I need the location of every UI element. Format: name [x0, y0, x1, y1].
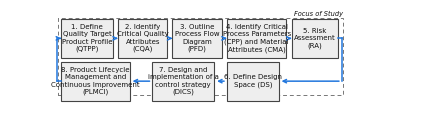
FancyBboxPatch shape	[226, 62, 278, 101]
Text: 2. Identify
Critical Quality
Attributes
(CQA): 2. Identify Critical Quality Attributes …	[117, 24, 168, 53]
Text: 4. Identify Critical
Process Parameters
(CPP) and Material
Attributes (CMA): 4. Identify Critical Process Parameters …	[222, 24, 290, 53]
Text: 8. Product Lifecycle
Management and
Continuous Improvement
(PLMCI): 8. Product Lifecycle Management and Cont…	[51, 67, 139, 95]
Text: 3. Outline
Process Flow
Diagram
(PFD): 3. Outline Process Flow Diagram (PFD)	[175, 24, 219, 53]
FancyBboxPatch shape	[61, 19, 113, 58]
FancyBboxPatch shape	[291, 19, 337, 58]
Text: 7. Design and
implementation of a
control strategy
(DICS): 7. Design and implementation of a contro…	[147, 67, 218, 95]
FancyBboxPatch shape	[152, 62, 214, 101]
FancyBboxPatch shape	[118, 19, 167, 58]
Text: 1. Define
Quality Target
Product Profile
(QTPP): 1. Define Quality Target Product Profile…	[62, 24, 112, 53]
FancyBboxPatch shape	[226, 19, 286, 58]
FancyBboxPatch shape	[172, 19, 221, 58]
Text: 6. Define Design
Space (DS): 6. Define Design Space (DS)	[223, 74, 281, 88]
FancyBboxPatch shape	[61, 62, 129, 101]
Text: 5. Risk
Assessment
(RA): 5. Risk Assessment (RA)	[293, 28, 335, 49]
Text: Focus of Study: Focus of Study	[294, 11, 343, 17]
